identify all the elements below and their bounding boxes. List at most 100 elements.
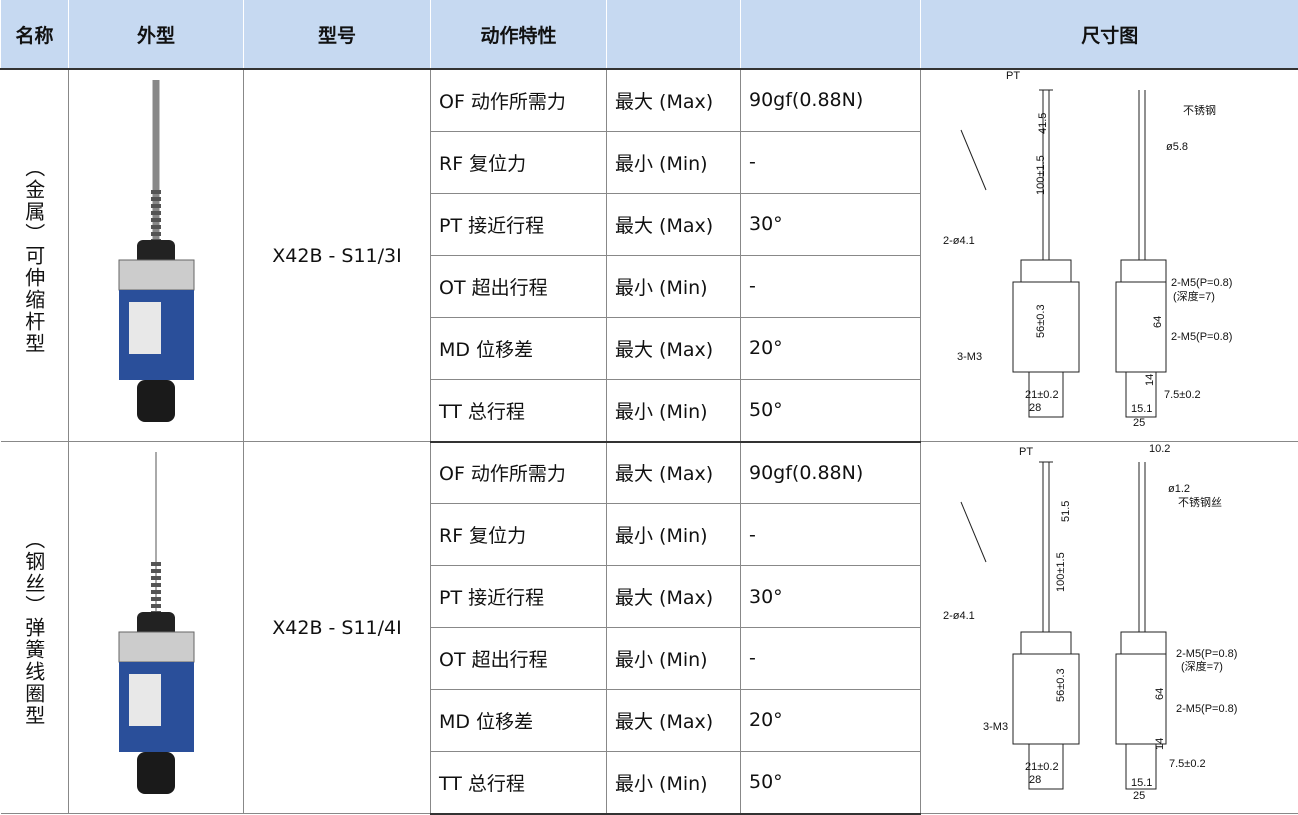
photo-cell — [69, 442, 244, 814]
value-cell: 50° — [741, 379, 921, 441]
drawing-label: 14 — [1144, 374, 1156, 386]
spring — [151, 597, 161, 601]
value-cell: - — [741, 627, 921, 689]
limit-cell: 最小 (Min) — [607, 627, 741, 689]
property-cell: PT 接近行程 — [431, 566, 607, 628]
drawing-label: 2-M5(P=0.8) — [1176, 703, 1237, 715]
header-cell: 动作特性 — [431, 0, 607, 69]
drawing-label: 7.5±0.2 — [1164, 389, 1201, 401]
spring — [151, 218, 161, 222]
spring — [151, 604, 161, 608]
spring — [151, 232, 161, 236]
header-cell — [741, 0, 921, 69]
drawing-label: 100±1.5 — [1035, 155, 1047, 195]
header-cell: 型号 — [244, 0, 431, 69]
plunger — [137, 380, 175, 422]
property-cell: RF 复位力 — [431, 131, 607, 193]
drawing-label: 2-ø4.1 — [943, 610, 975, 622]
value-cell: - — [741, 131, 921, 193]
name-cell: （金属）可伸缩杆型 — [1, 69, 69, 442]
property-cell: OF 动作所需力 — [431, 442, 607, 504]
header-cell — [607, 0, 741, 69]
drawing-label: (深度=7) — [1173, 289, 1215, 303]
drawing-label: (深度=7) — [1181, 659, 1223, 673]
plunger — [137, 752, 175, 794]
drawing-label: PT — [1019, 446, 1033, 458]
drawing-label: 7.5±0.2 — [1169, 758, 1206, 770]
drawing-label: 28 — [1029, 774, 1041, 786]
spring — [151, 204, 161, 208]
spring — [151, 211, 161, 215]
drawing-label: 2-M5(P=0.8) — [1176, 648, 1237, 660]
limit-cell: 最大 (Max) — [607, 193, 741, 255]
property-cell: MD 位移差 — [431, 689, 607, 751]
header-cell: 外型 — [69, 0, 244, 69]
drawing-label: 2-M5(P=0.8) — [1171, 277, 1232, 289]
header-row: 名称 外型 型号 动作特性 尺寸图 — [1, 0, 1298, 69]
drawing-label: 56±0.3 — [1035, 304, 1047, 338]
rod — [155, 452, 157, 612]
value-cell: 30° — [741, 193, 921, 255]
property-cell: TT 总行程 — [431, 379, 607, 441]
header-cell: 尺寸图 — [921, 0, 1298, 69]
spring — [151, 576, 161, 580]
spring — [151, 583, 161, 587]
drawing-label: 21±0.2 — [1025, 761, 1059, 773]
drawing-label: 25 — [1133, 790, 1145, 802]
property-cell: RF 复位力 — [431, 504, 607, 566]
head — [119, 260, 194, 290]
value-cell: - — [741, 504, 921, 566]
drawing-label: 2-ø4.1 — [943, 235, 975, 247]
drawing-label: PT — [1006, 70, 1020, 82]
spring — [151, 197, 161, 201]
value-cell: - — [741, 255, 921, 317]
property-cell: OF 动作所需力 — [431, 69, 607, 131]
limit-cell: 最小 (Min) — [607, 751, 741, 813]
limit-cell: 最大 (Max) — [607, 689, 741, 751]
drawing-label: 64 — [1154, 688, 1166, 700]
drawing-label: 3-M3 — [983, 721, 1008, 733]
label — [129, 302, 161, 354]
drawing-label: ø1.2 — [1168, 483, 1190, 495]
limit-cell: 最大 (Max) — [607, 566, 741, 628]
label — [129, 674, 161, 726]
header-cell: 名称 — [1, 0, 69, 69]
head — [119, 632, 194, 662]
drawing-label: 100±1.5 — [1055, 552, 1067, 592]
drawing-label: 15.1 — [1131, 777, 1152, 789]
spring — [151, 590, 161, 594]
value-cell: 50° — [741, 751, 921, 813]
spring — [151, 562, 161, 566]
product-photo — [69, 70, 244, 436]
photo-cell — [69, 69, 244, 442]
property-cell: OT 超出行程 — [431, 255, 607, 317]
spring — [151, 190, 161, 194]
drawing-outline — [961, 90, 1166, 417]
drawing-label: 不锈钢丝 — [1178, 496, 1222, 509]
drawing-label: 2-M5(P=0.8) — [1171, 331, 1232, 343]
spring — [151, 569, 161, 573]
value-cell: 20° — [741, 317, 921, 379]
property-cell: MD 位移差 — [431, 317, 607, 379]
property-cell: OT 超出行程 — [431, 627, 607, 689]
limit-cell: 最大 (Max) — [607, 317, 741, 379]
value-cell: 90gf(0.88N) — [741, 69, 921, 131]
limit-cell: 最小 (Min) — [607, 131, 741, 193]
limit-cell: 最小 (Min) — [607, 255, 741, 317]
drawing-label: 21±0.2 — [1025, 389, 1059, 401]
rod — [153, 80, 160, 240]
drawing-label: 64 — [1152, 316, 1164, 328]
value-cell: 90gf(0.88N) — [741, 442, 921, 504]
drawing-label: ø5.8 — [1166, 141, 1188, 153]
property-cell: TT 总行程 — [431, 751, 607, 813]
property-cell: PT 接近行程 — [431, 193, 607, 255]
model-cell: X42B - S11/4I — [244, 442, 431, 814]
product-photo — [69, 442, 244, 808]
